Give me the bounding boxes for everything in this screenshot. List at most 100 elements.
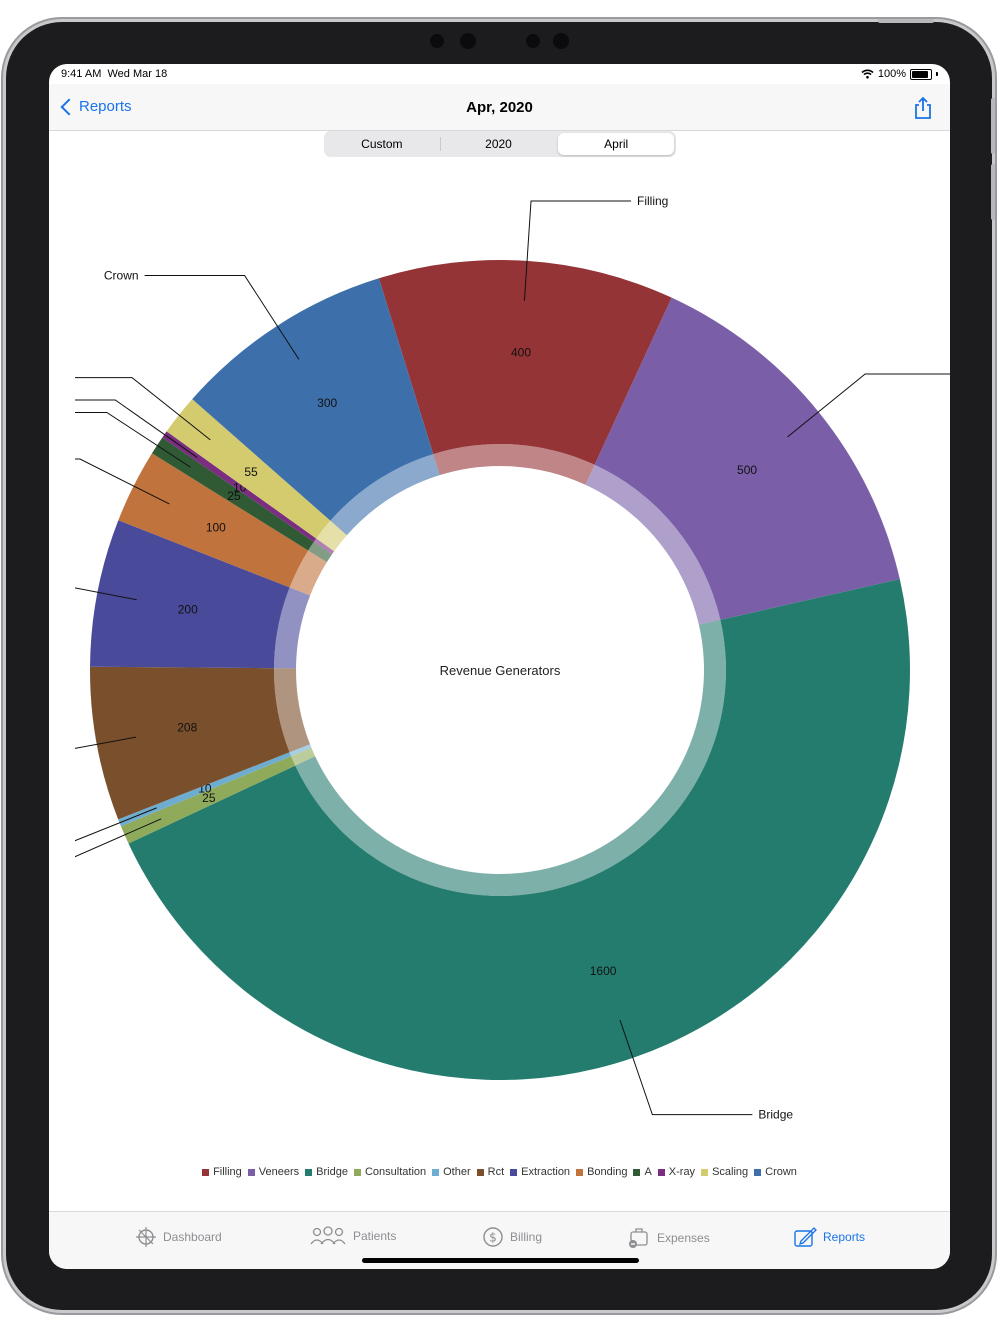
leader-line [75,399,198,458]
volume-button [991,98,995,154]
inner-ring-scaling [316,520,347,552]
legend-item: Bonding [576,1166,627,1178]
volume-button [991,164,995,220]
tab-patients[interactable]: Patients [309,1226,396,1246]
slice-crown [192,278,434,521]
legend-swatch [476,1168,484,1176]
legend-item: Consultation [353,1166,427,1178]
legend-item: Filling [202,1166,242,1178]
legend-label: Filling [213,1166,242,1178]
reports-icon [794,1227,817,1247]
patients-icon [310,1226,346,1245]
legend-item: Extraction [510,1166,570,1178]
leader-line [75,377,211,441]
legend-item: X-ray [657,1166,696,1178]
legend-label: Extraction [521,1166,571,1178]
leader-line [75,587,137,601]
inner-ring-filling [433,444,595,485]
legend-swatch [202,1168,210,1176]
screen: 9:41 AM Wed Mar 18 100% Reports Apr, 202… [49,64,950,1269]
leader-line [75,818,162,858]
revenue-donut-chart: 400Filling500Veneers1600Bridge25Consulta… [75,194,950,1122]
value-label: 400 [511,346,531,360]
value-label: 200 [178,603,198,617]
legend-item: Crown [754,1166,797,1178]
value-label: 300 [317,396,337,410]
legend-item: Rct [476,1166,505,1178]
segment-custom[interactable]: Custom [361,137,403,151]
camera-dot [460,33,476,49]
back-button[interactable]: Reports [59,98,132,115]
segment-divider [439,137,441,151]
tab-dashboard[interactable]: Dashboard [135,1226,222,1248]
legend-label: Crown [765,1166,797,1178]
status-time: 9:41 AM Wed Mar 18 [61,68,168,80]
slice-consultation [120,756,296,844]
status-bar: 9:41 AM Wed Mar 18 100% [49,64,950,84]
page-title: Apr, 2020 [466,99,533,116]
legend-swatch [701,1168,709,1176]
category-label: Crown [104,268,139,282]
slice-rct [90,666,290,820]
wifi-icon [861,69,874,79]
tab-label: Dashboard [163,1230,222,1244]
inner-ring-bonding [289,550,327,596]
segment-month[interactable]: April [558,133,675,155]
value-label: 208 [177,721,197,735]
slice-veneers [594,297,900,620]
value-label: 25 [202,791,216,805]
slice-filling [378,260,672,465]
leader-line [523,200,632,301]
legend-item: A [633,1166,652,1178]
battery-icon [910,68,932,80]
category-label: Filling [637,194,668,208]
segment-year[interactable]: 2020 [485,137,512,151]
tab-label: Expenses [657,1231,710,1245]
legend-swatch [247,1168,255,1176]
period-segmented-control: Custom 2020 April [324,131,676,157]
slice-bridge [128,579,911,1081]
legend-swatch [633,1168,641,1176]
legend-label: Consultation [364,1166,427,1178]
leader-line [75,458,170,505]
chart-legend: Filling Veneers Bridge Consultation Other Rct… [49,1166,950,1179]
legend-label: Rct [487,1166,505,1178]
tab-expenses[interactable]: Expenses [627,1226,710,1250]
inner-ring-crown [330,454,440,536]
chart-plot-group: 400Filling500Veneers1600Bridge25Consulta… [75,194,950,1122]
legend-swatch [754,1168,762,1176]
legend-label: Veneers [258,1166,300,1178]
back-label: Reports [79,98,132,115]
leader-line [619,1019,753,1116]
inner-ring-a [308,541,332,563]
legend-swatch [576,1168,584,1176]
share-icon[interactable] [912,96,934,120]
tab-label: Reports [823,1230,866,1244]
legend-swatch [510,1168,518,1176]
leader-line [75,807,157,842]
slice-a [151,437,314,551]
battery-percent: 100% [877,68,906,80]
legend-item: Other [432,1166,471,1178]
legend-item: Veneers [247,1166,300,1178]
legend-item: Scaling [701,1166,748,1178]
legend-label: X-ray [668,1166,696,1178]
slice-bonding [118,453,309,588]
status-right: 100% [861,68,938,80]
legend-item: Bridge [305,1166,348,1178]
slice-other [118,752,292,827]
dashboard-icon [136,1227,156,1247]
legend-swatch [657,1168,665,1176]
slice-x-ray [162,431,317,542]
tab-billing[interactable]: $ Billing [482,1226,542,1248]
inner-ring-consultation [291,747,316,766]
tab-label: Patients [353,1229,397,1243]
inner-ring-other [289,744,312,757]
tab-reports[interactable]: Reports [793,1226,865,1248]
slice-scaling [166,399,331,539]
value-label: 25 [227,489,241,503]
svg-text:$: $ [489,1231,497,1245]
legend-swatch [432,1168,440,1176]
legend-label: Other [443,1166,471,1178]
legend-label: Scaling [712,1166,749,1178]
